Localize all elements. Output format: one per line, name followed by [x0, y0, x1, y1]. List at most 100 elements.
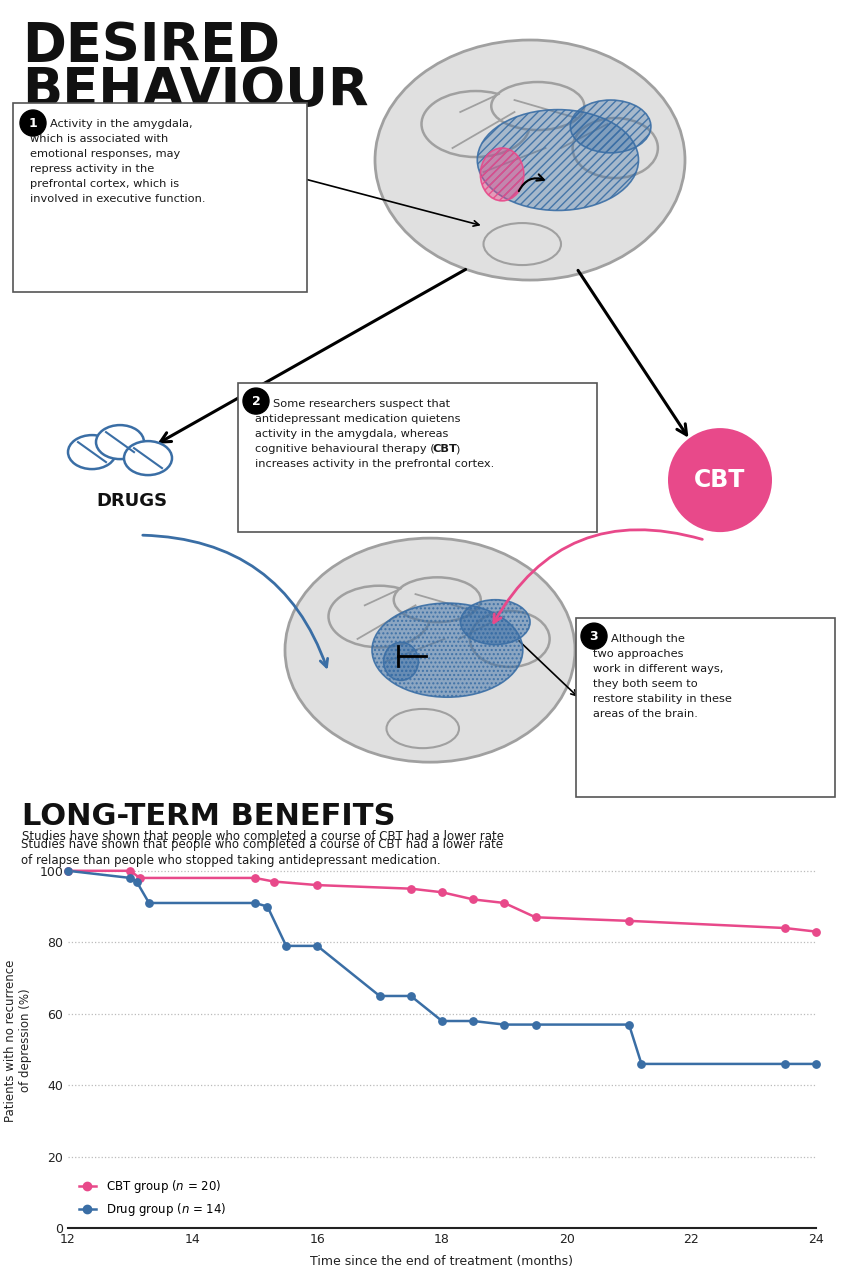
Text: compared to healthy people.: compared to healthy people. — [22, 157, 203, 169]
Point — [497, 1015, 511, 1035]
Point — [267, 871, 280, 891]
Ellipse shape — [68, 435, 116, 468]
Point — [373, 985, 387, 1006]
Point — [310, 875, 324, 895]
Ellipse shape — [484, 223, 561, 265]
Text: 2: 2 — [252, 395, 260, 407]
Text: activity in the amygdala, whereas: activity in the amygdala, whereas — [255, 429, 449, 439]
Point — [130, 871, 144, 891]
Point — [497, 892, 511, 913]
Point — [133, 868, 146, 889]
Text: involved in executive function.: involved in executive function. — [30, 193, 206, 204]
Ellipse shape — [375, 39, 685, 280]
Point — [622, 1015, 636, 1035]
Text: Depressed individuals often have an: Depressed individuals often have an — [22, 109, 251, 123]
Ellipse shape — [570, 101, 651, 153]
Ellipse shape — [328, 586, 430, 648]
Point — [142, 892, 156, 913]
Point — [123, 861, 137, 881]
Ellipse shape — [461, 600, 530, 644]
Circle shape — [581, 622, 607, 649]
Text: of relapse than people who stopped taking antidepressant medication.: of relapse than people who stopped takin… — [21, 854, 441, 867]
Point — [435, 1011, 449, 1031]
Ellipse shape — [573, 118, 658, 178]
Text: which is associated with: which is associated with — [30, 134, 168, 144]
Text: DRUGS: DRUGS — [96, 493, 167, 510]
Point — [635, 1054, 649, 1074]
Text: CBT: CBT — [694, 468, 745, 493]
Text: work in different ways,: work in different ways, — [593, 665, 723, 675]
Ellipse shape — [394, 578, 481, 622]
Ellipse shape — [285, 538, 575, 763]
Text: repress activity in the: repress activity in the — [30, 164, 154, 174]
Circle shape — [20, 109, 46, 136]
FancyBboxPatch shape — [576, 619, 835, 797]
Point — [467, 890, 480, 910]
Point — [123, 868, 137, 889]
Point — [622, 910, 636, 931]
Ellipse shape — [480, 148, 524, 201]
Point — [529, 908, 542, 928]
Text: ): ) — [455, 444, 459, 454]
Point — [61, 861, 75, 881]
Ellipse shape — [422, 92, 530, 157]
Ellipse shape — [478, 109, 638, 210]
Text: ) amygdala and a: ) amygdala and a — [117, 126, 228, 139]
Point — [778, 918, 791, 938]
Point — [61, 861, 75, 881]
Point — [809, 922, 823, 942]
Text: ) prefrontal cortex: ) prefrontal cortex — [114, 141, 228, 154]
Text: DESIRED: DESIRED — [22, 20, 280, 73]
Text: overactive (: overactive ( — [22, 126, 97, 139]
Text: Some researchers suspect that: Some researchers suspect that — [273, 398, 450, 409]
Text: blue: blue — [86, 141, 116, 154]
Text: restore stability in these: restore stability in these — [593, 694, 732, 704]
Point — [778, 1054, 791, 1074]
Text: LONG-TERM BENEFITS: LONG-TERM BENEFITS — [22, 802, 395, 831]
Point — [435, 882, 449, 903]
Ellipse shape — [387, 709, 459, 749]
Circle shape — [243, 388, 269, 414]
Point — [280, 936, 293, 956]
FancyArrowPatch shape — [143, 535, 327, 667]
Text: Although the: Although the — [611, 634, 685, 644]
Text: CBT: CBT — [432, 444, 456, 454]
Text: they both seem to: they both seem to — [593, 679, 698, 689]
Text: Studies have shown that people who completed a course of CBT had a lower rate: Studies have shown that people who compl… — [21, 838, 503, 850]
Point — [404, 985, 417, 1006]
Point — [261, 896, 275, 917]
Ellipse shape — [491, 81, 584, 130]
Text: Activity in the amygdala,: Activity in the amygdala, — [50, 118, 193, 129]
Text: 3: 3 — [590, 630, 598, 643]
Text: prefrontal cortex, which is: prefrontal cortex, which is — [30, 179, 179, 188]
Text: increases activity in the prefrontal cortex.: increases activity in the prefrontal cor… — [255, 460, 494, 468]
Ellipse shape — [96, 425, 144, 460]
FancyBboxPatch shape — [238, 383, 597, 532]
Circle shape — [668, 428, 772, 532]
Ellipse shape — [470, 611, 550, 667]
Text: antidepressant medication quietens: antidepressant medication quietens — [255, 414, 461, 424]
Legend: CBT group ($n$ = 20), Drug group ($n$ = 14): CBT group ($n$ = 20), Drug group ($n$ = … — [74, 1174, 231, 1222]
FancyBboxPatch shape — [13, 103, 307, 292]
Text: two approaches: two approaches — [593, 649, 683, 659]
X-axis label: Time since the end of treatment (months): Time since the end of treatment (months) — [310, 1255, 574, 1268]
Text: pink: pink — [89, 126, 119, 139]
Ellipse shape — [372, 603, 523, 698]
Point — [467, 1011, 480, 1031]
Text: areas of the brain.: areas of the brain. — [593, 709, 698, 719]
Point — [248, 892, 262, 913]
Text: BEHAVIOUR: BEHAVIOUR — [22, 65, 369, 117]
FancyArrowPatch shape — [494, 530, 702, 622]
Y-axis label: Patients with no recurrence
of depression (%): Patients with no recurrence of depressio… — [4, 960, 32, 1122]
Point — [248, 868, 262, 889]
Text: less-active (: less-active ( — [22, 141, 98, 154]
Text: 1: 1 — [29, 117, 37, 130]
FancyArrowPatch shape — [518, 174, 544, 191]
Text: emotional responses, may: emotional responses, may — [30, 149, 180, 159]
Ellipse shape — [383, 643, 418, 680]
Point — [809, 1054, 823, 1074]
Point — [529, 1015, 542, 1035]
Ellipse shape — [124, 442, 172, 475]
Text: Studies have shown that people who completed a course of CBT had a lower rate: Studies have shown that people who compl… — [22, 830, 504, 843]
Point — [310, 936, 324, 956]
